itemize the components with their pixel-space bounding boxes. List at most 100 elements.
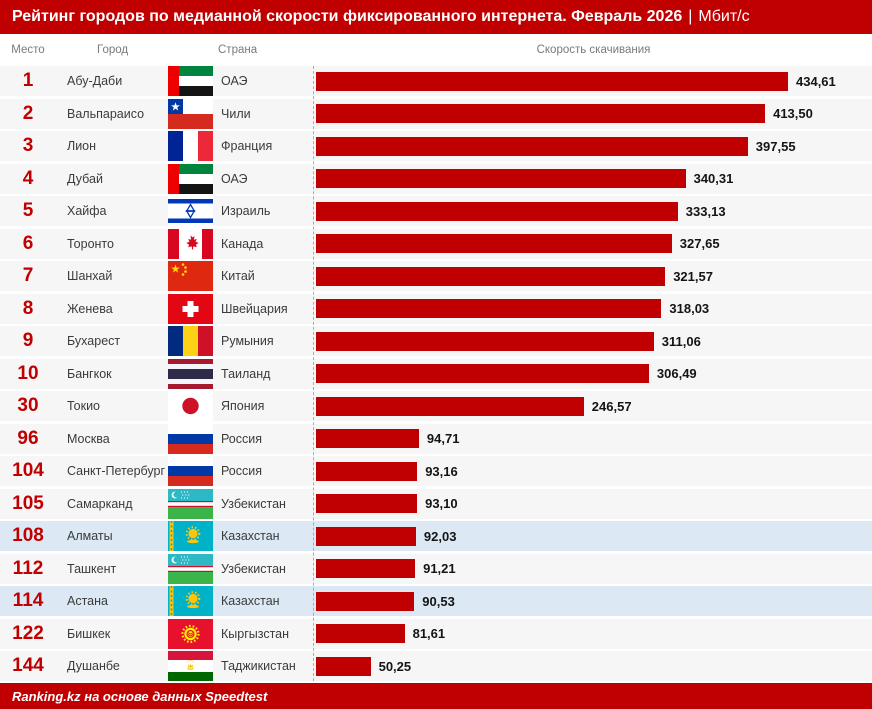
- city-name: Ташкент: [67, 561, 117, 576]
- rank-value: 5: [22, 200, 34, 221]
- speed-bar: [316, 526, 416, 546]
- table-row: 4 Дубай ОАЭ 340,31: [0, 163, 872, 194]
- rank-value: 122: [12, 622, 44, 644]
- flag-rus-icon: [168, 423, 213, 454]
- country-name: ОАЭ: [221, 171, 248, 186]
- flag-uzb-icon: [168, 553, 213, 584]
- speed-value: 340,31: [693, 171, 734, 186]
- speed-bar: [316, 169, 686, 188]
- table-row: 6 Торонто Канада 327,65: [0, 228, 872, 259]
- table-row: 1 Абу-Даби ОАЭ 434,61: [0, 66, 872, 96]
- speed-bar-cell: 413,50: [313, 99, 872, 129]
- speed-value: 94,71: [426, 431, 460, 446]
- speed-bar-cell: 92,03: [313, 521, 872, 551]
- speed-bar-cell: 306,49: [313, 359, 872, 389]
- country-name: ОАЭ: [221, 74, 248, 88]
- ranking-table: 1 Абу-Даби ОАЭ 434,61 2 Вальпараисо Чили…: [0, 66, 872, 681]
- flag-tha-icon: [168, 358, 213, 389]
- rank-value: 4: [22, 167, 34, 189]
- rank-value: 6: [22, 232, 34, 254]
- country-name: Узбекистан: [221, 496, 286, 511]
- table-row: 10 Бангкок Таиланд 306,49: [0, 358, 872, 389]
- flag-can-icon: [168, 228, 213, 259]
- city-name: Бухарест: [67, 334, 121, 348]
- speed-bar-cell: 340,31: [313, 164, 872, 194]
- rank-value: 144: [12, 655, 44, 676]
- speed-value: 50,25: [378, 658, 412, 674]
- city-name: Санкт-Петербург: [67, 464, 166, 478]
- speed-bar: [316, 71, 788, 91]
- speed-value: 92,03: [423, 528, 457, 544]
- speed-bar: [316, 104, 766, 123]
- flag-che-icon: [168, 293, 213, 324]
- speed-bar: [316, 461, 418, 481]
- speed-bar: [316, 266, 666, 286]
- speed-value: 93,16: [425, 463, 458, 479]
- rank-value: 9: [22, 330, 34, 351]
- country-name: Таджикистан: [221, 659, 296, 673]
- city-name: Алматы: [67, 529, 113, 543]
- city-name: Женева: [67, 301, 113, 316]
- table-row: 96 Москва Россия 94,71: [0, 423, 872, 454]
- flag-jpn-icon: [168, 391, 213, 421]
- country-name: Кыргызстан: [221, 626, 290, 641]
- source-text: Ranking.kz на основе данных Speedtest: [12, 688, 268, 704]
- country-name: Китай: [221, 269, 255, 283]
- speed-bar: [316, 494, 418, 513]
- speed-bar-cell: 90,53: [313, 586, 872, 616]
- speed-value: 246,57: [591, 398, 632, 414]
- speed-bar: [316, 201, 678, 221]
- flag-chl-icon: [168, 98, 213, 129]
- country-name: Казахстан: [221, 594, 280, 608]
- country-name: Казахстан: [221, 529, 280, 543]
- rank-value: 7: [22, 265, 34, 286]
- speed-bar-cell: 333,13: [313, 196, 872, 226]
- column-header-download-speed: Скорость скачивания: [536, 44, 651, 56]
- flag-tjk-icon: [168, 651, 213, 681]
- city-name: Душанбе: [67, 659, 120, 673]
- speed-value: 321,57: [673, 268, 713, 284]
- city-name: Бангкок: [67, 366, 112, 381]
- table-row: 105 Самарканд Узбекистан 93,10: [0, 488, 872, 519]
- rank-value: 105: [12, 492, 44, 514]
- speed-value: 333,13: [685, 203, 726, 219]
- flag-rus-icon: [168, 456, 213, 486]
- flag-are-icon: [168, 163, 213, 194]
- flag-are-icon: [168, 66, 213, 96]
- table-row: 104 Санкт-Петербург Россия 93,16: [0, 456, 872, 486]
- table-row: 30 Токио Япония 246,57: [0, 391, 872, 421]
- table-row: 5 Хайфа Израиль 333,13: [0, 196, 872, 226]
- country-name: Япония: [221, 399, 265, 413]
- speed-bar-cell: 311,06: [313, 326, 872, 356]
- speed-bar: [316, 364, 649, 383]
- speed-value: 93,10: [425, 496, 458, 511]
- flag-chn-icon: [168, 261, 213, 291]
- speed-bar: [316, 299, 662, 318]
- speed-bar: [316, 656, 371, 676]
- speed-value: 90,53: [422, 593, 455, 609]
- source-footer: Ranking.kz на основе данных Speedtest: [0, 683, 872, 709]
- country-name: Россия: [221, 464, 262, 478]
- speed-bar: [316, 234, 672, 253]
- speed-bar: [316, 136, 748, 156]
- city-name: Самарканд: [67, 496, 133, 511]
- rank-value: 1: [22, 70, 34, 91]
- country-name: Таиланд: [221, 366, 271, 381]
- speed-value: 434,61: [796, 73, 836, 89]
- speed-bar-cell: 318,03: [313, 294, 872, 324]
- title-unit: Мбит/с: [698, 8, 750, 25]
- speed-bar-cell: 91,21: [313, 554, 872, 584]
- speed-value: 311,06: [661, 333, 701, 349]
- speed-value: 91,21: [423, 561, 456, 576]
- speed-value: 318,03: [669, 301, 710, 316]
- rank-value: 2: [22, 102, 34, 124]
- speed-bar-cell: 397,55: [313, 131, 872, 161]
- city-name: Торонто: [67, 236, 114, 251]
- city-name: Абу-Даби: [67, 74, 123, 88]
- column-header-country: Страна: [218, 44, 258, 56]
- city-name: Москва: [67, 431, 110, 446]
- city-name: Вальпараисо: [67, 106, 145, 121]
- speed-bar-cell: 94,71: [313, 424, 872, 454]
- city-name: Лион: [67, 139, 97, 153]
- speed-bar: [316, 396, 584, 416]
